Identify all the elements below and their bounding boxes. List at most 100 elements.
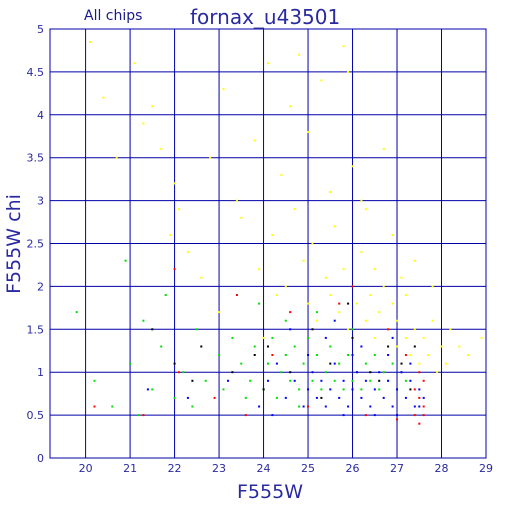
scatter-point	[182, 371, 185, 374]
scatter-point	[173, 182, 176, 185]
scatter-point	[111, 405, 114, 408]
scatter-point	[458, 345, 461, 348]
scatter-point	[409, 379, 412, 382]
scatter-point	[253, 354, 256, 356]
scatter-point	[413, 414, 416, 417]
scatter-point	[333, 362, 336, 365]
scatter-point	[449, 328, 452, 331]
scatter-point	[373, 388, 376, 391]
y-tick-label: 2	[37, 280, 44, 293]
scatter-point	[351, 388, 354, 391]
scatter-point	[329, 191, 332, 193]
scatter-point	[240, 216, 243, 219]
scatter-point	[431, 285, 434, 288]
scatter-point	[396, 388, 398, 391]
scatter-point	[364, 414, 367, 417]
scatter-point	[244, 396, 247, 399]
scatter-point	[307, 388, 309, 391]
scatter-point	[160, 345, 163, 348]
scatter-point	[431, 319, 434, 322]
scatter-point	[253, 345, 256, 348]
scatter-point	[93, 379, 96, 382]
scatter-point	[258, 268, 261, 271]
scatter-point	[93, 405, 96, 408]
scatter-point	[404, 379, 407, 382]
scatter-point	[324, 405, 327, 408]
scatter-point	[338, 396, 341, 399]
scatter-point	[262, 336, 265, 339]
scatter-point	[378, 379, 381, 382]
scatter-point	[240, 362, 243, 365]
scatter-point	[311, 328, 314, 331]
scatter-point	[222, 88, 225, 91]
scatter-point	[315, 354, 318, 356]
scatter-point	[342, 268, 345, 271]
scatter-point	[333, 319, 336, 322]
scatter-point	[186, 251, 189, 254]
grid-lines	[50, 28, 487, 459]
scatter-point	[204, 379, 207, 382]
y-tick-label: 3.5	[27, 152, 45, 165]
scatter-point	[404, 294, 407, 296]
scatter-point	[267, 345, 269, 348]
scatter-point	[191, 405, 194, 408]
scatter-point	[275, 396, 278, 399]
scatter-point	[396, 319, 398, 322]
scatter-point	[142, 414, 145, 417]
scatter-point	[320, 379, 323, 382]
tick-labels: 20 21 22 23 24 25 26 27 28 29 0 0.5 1 1.5 2 2.5 3 3.5 4 4.5…	[27, 23, 494, 475]
scatter-point	[342, 379, 345, 382]
scatter-point	[271, 414, 274, 417]
scatter-point	[293, 208, 296, 211]
scatter-point	[360, 388, 363, 391]
scatter-point	[293, 345, 296, 348]
scatter-point	[413, 259, 416, 262]
scatter-point	[289, 371, 292, 374]
scatter-point	[333, 225, 336, 228]
x-tick-label: 27	[390, 462, 404, 475]
scatter-point	[382, 396, 385, 399]
scatter-point	[418, 396, 421, 399]
y-tick-label: 2.5	[27, 238, 45, 251]
scatter-point	[200, 345, 203, 348]
scatter-point	[351, 354, 354, 356]
scatter-point	[369, 405, 372, 408]
scatter-point	[231, 336, 234, 339]
scatter-point	[329, 362, 332, 365]
scatter-point	[391, 233, 394, 236]
scatter-point	[347, 354, 350, 356]
scatter-point	[324, 276, 327, 279]
scatter-point	[213, 396, 216, 399]
scatter-point	[267, 379, 269, 382]
scatter-point	[311, 242, 314, 245]
scatter-point	[200, 276, 203, 279]
scatter-point	[391, 362, 394, 365]
scatter-point	[329, 345, 332, 348]
scatter-point	[275, 362, 278, 365]
scatter-point	[218, 354, 221, 356]
scatter-point	[351, 165, 354, 168]
scatter-point	[267, 362, 269, 365]
scatter-point	[191, 379, 194, 382]
scatter-point	[467, 354, 470, 356]
scatter-point	[351, 379, 354, 382]
scatter-point	[369, 371, 372, 374]
scatter-point	[445, 362, 447, 365]
scatter-point	[378, 371, 381, 374]
scatter-point	[347, 405, 350, 408]
scatter-point	[298, 388, 301, 391]
scatter-point	[178, 371, 180, 374]
scatter-point	[284, 396, 287, 399]
y-tick-label: 0.5	[27, 409, 45, 422]
scatter-point	[271, 336, 274, 339]
scatter-point	[373, 268, 376, 271]
scatter-point	[173, 396, 176, 399]
scatter-point	[186, 396, 189, 399]
scatter-point	[307, 336, 309, 339]
scatter-point	[404, 396, 407, 399]
x-axis-title: F555W	[237, 481, 303, 503]
scatter-point	[209, 156, 212, 159]
scatter-point	[413, 328, 416, 331]
scatter-point	[404, 336, 407, 339]
scatter-point	[289, 379, 292, 382]
